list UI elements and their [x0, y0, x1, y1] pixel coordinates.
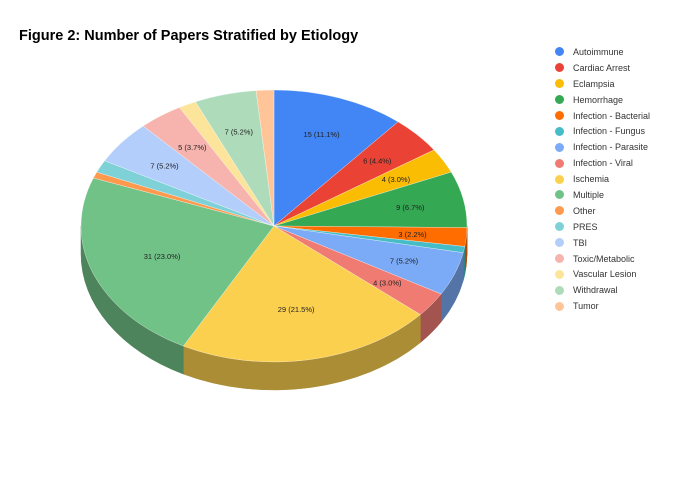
legend-item[interactable]: Withdrawal [555, 282, 650, 298]
legend-item[interactable]: Infection - Viral [555, 155, 650, 171]
legend-label: Infection - Parasite [573, 142, 649, 153]
legend-item[interactable]: Vascular Lesion [555, 266, 650, 282]
legend-swatch-icon [555, 111, 564, 120]
legend-item[interactable]: TBI [555, 235, 650, 251]
legend-label: Cardiac Arrest [573, 62, 631, 73]
legend-item[interactable]: Tumor [555, 298, 650, 314]
legend-swatch-icon [555, 158, 564, 168]
legend-label: Tumor [573, 301, 599, 312]
legend-item[interactable]: Infection - Parasite [555, 139, 650, 155]
legend-label: Autoimmune [573, 46, 624, 57]
data-label: 7 (5.2%) [150, 162, 179, 171]
legend-swatch-icon [555, 79, 564, 89]
data-label: 5 (3.7%) [178, 143, 207, 152]
legend-item[interactable]: Infection - Fungus [555, 123, 650, 139]
pie-slice-autoimmune[interactable] [273, 89, 399, 227]
legend-label: Infection - Viral [573, 158, 633, 169]
legend-swatch-icon [555, 126, 564, 136]
legend-item[interactable]: Hemorrhage [555, 92, 650, 108]
legend-label: Toxic/Metabolic [573, 253, 635, 264]
legend-item[interactable]: Multiple [555, 187, 650, 203]
data-label: 15 (11.1%) [303, 130, 340, 139]
legend-label: Other [573, 205, 596, 216]
data-label: 29 (21.5%) [278, 305, 315, 314]
data-label: 31 (23.0%) [144, 252, 181, 261]
legend-item[interactable]: Infection - Bacterial [555, 108, 650, 124]
legend-swatch-icon [555, 142, 564, 152]
legend-swatch-icon [555, 254, 564, 264]
legend-swatch-icon [555, 190, 564, 200]
legend-swatch-icon [555, 238, 564, 248]
pie-slice-multiple[interactable] [80, 177, 275, 347]
legend-label: Eclampsia [573, 78, 615, 89]
legend-label: Infection - Bacterial [573, 110, 651, 121]
legend-label: Infection - Fungus [573, 126, 646, 137]
data-label: 7 (5.2%) [225, 127, 254, 136]
legend-swatch-icon [555, 206, 564, 216]
chart-title: Figure 2: Number of Papers Stratified by… [19, 28, 359, 44]
legend-swatch-icon [555, 269, 564, 279]
legend: Autoimmune Cardiac Arrest Eclampsia Hemorrh… [555, 44, 650, 314]
legend-swatch-icon [555, 285, 564, 295]
legend-item[interactable]: Autoimmune [555, 44, 650, 60]
legend-swatch-icon [555, 301, 564, 311]
pie-slice-ischemia[interactable] [183, 225, 421, 363]
data-label: 4 (3.0%) [373, 279, 402, 288]
legend-swatch-icon [555, 95, 564, 105]
legend-label: Withdrawal [573, 285, 618, 296]
legend-label: TBI [573, 237, 588, 248]
legend-item[interactable]: Ischemia [555, 171, 650, 187]
legend-item[interactable]: Toxic/Metabolic [555, 251, 650, 267]
data-label: 4 (3.0%) [382, 175, 411, 184]
data-label: 3 (2.2%) [398, 230, 427, 239]
legend-item[interactable]: PRES [555, 219, 650, 235]
data-label: 6 (4.4%) [363, 156, 392, 165]
legend-label: Multiple [573, 189, 605, 200]
legend-label: Hemorrhage [573, 94, 624, 105]
legend-swatch-icon [555, 47, 564, 57]
legend-label: PRES [573, 221, 598, 232]
legend-item[interactable]: Other [555, 203, 650, 219]
legend-label: Ischemia [573, 174, 610, 185]
data-label: 9 (6.7%) [396, 203, 425, 212]
legend-swatch-icon [555, 174, 564, 184]
legend-swatch-icon [555, 222, 564, 232]
legend-label: Vascular Lesion [573, 269, 637, 280]
legend-item[interactable]: Cardiac Arrest [555, 60, 650, 76]
legend-swatch-icon [555, 63, 564, 73]
pie-slice-tumor[interactable] [255, 89, 275, 227]
data-label: 7 (5.2%) [390, 257, 419, 266]
legend-item[interactable]: Eclampsia [555, 76, 650, 92]
